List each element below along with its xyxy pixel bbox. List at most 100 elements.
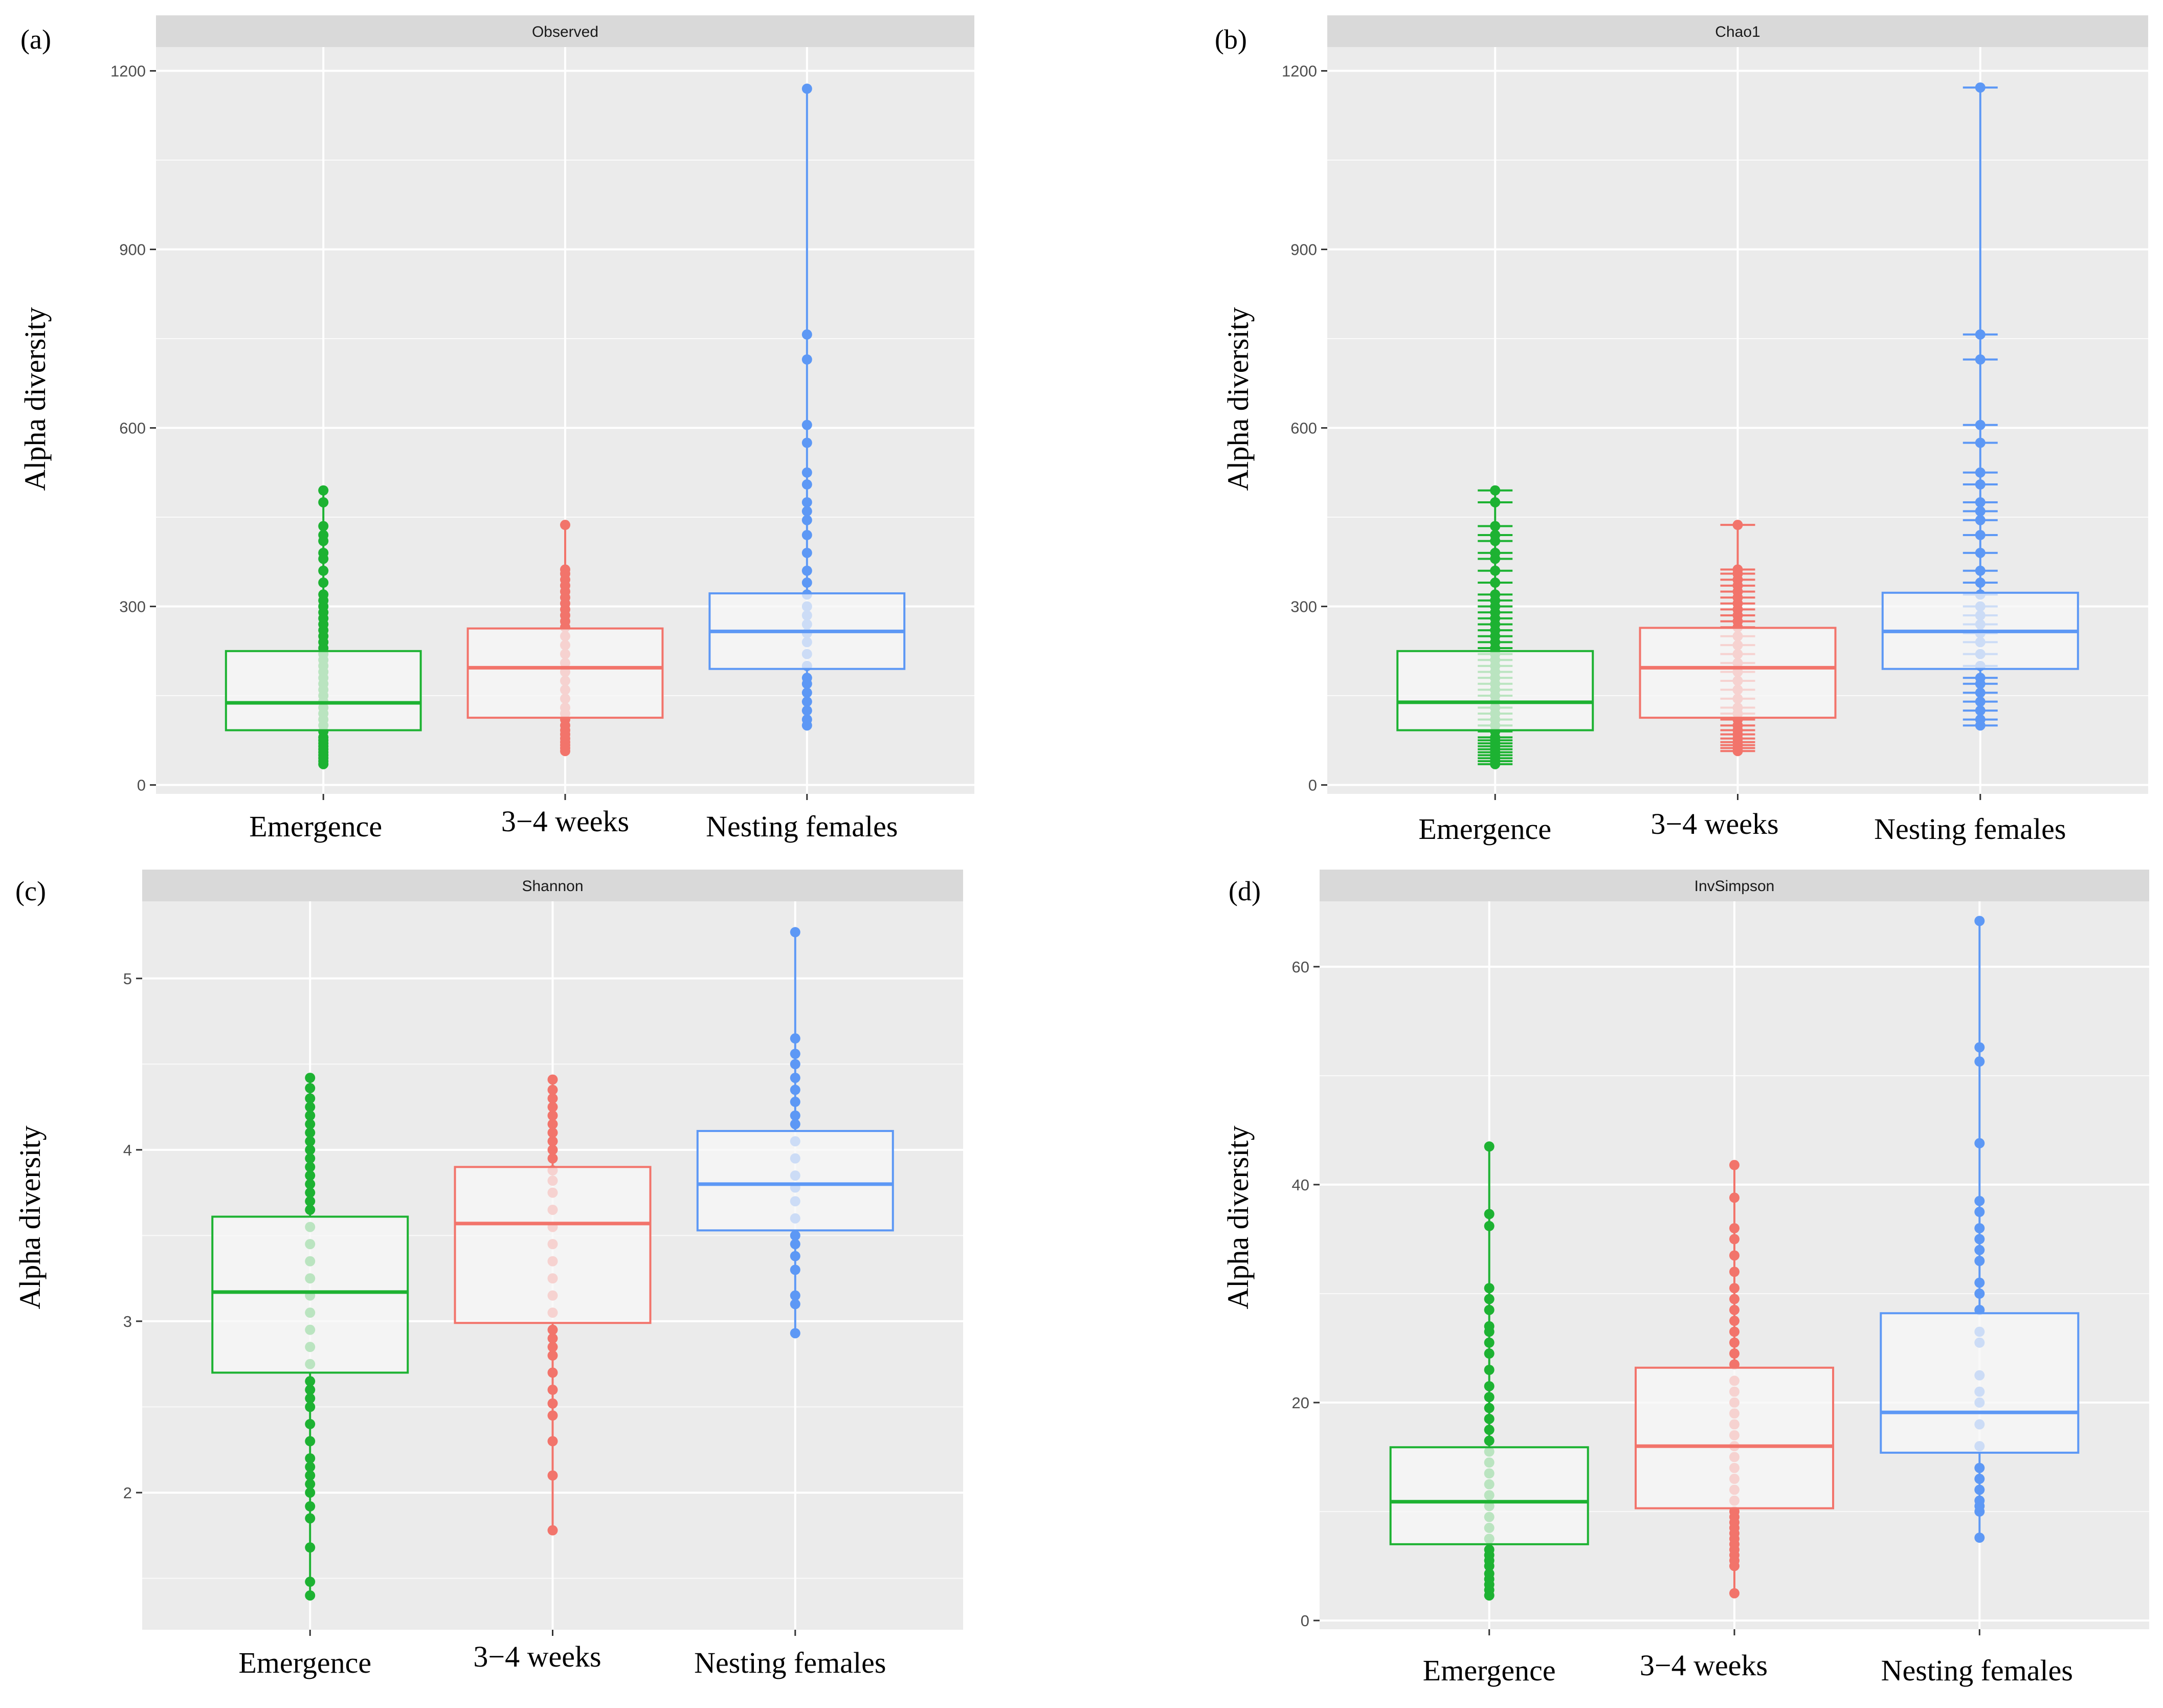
y-tick-label: 20 (1292, 1394, 1309, 1412)
y-tick-label: 60 (1292, 958, 1309, 976)
panel-observed: (a) Observed 0 300 600 900 1200 Emergence 3−4 we… (18, 15, 974, 843)
data-point (790, 1119, 800, 1129)
data-point (801, 479, 812, 490)
data-point (547, 1093, 558, 1104)
data-point (305, 1501, 316, 1512)
data-point (305, 1393, 316, 1404)
box-emergence (1396, 485, 1594, 769)
box-iqr (211, 1215, 409, 1374)
data-point (1484, 1348, 1495, 1359)
box-emergence (211, 1073, 409, 1601)
data-point (801, 529, 812, 540)
data-point (1729, 1223, 1740, 1234)
data-point (1974, 1462, 1985, 1473)
data-point (801, 714, 812, 725)
data-point (1484, 1568, 1495, 1579)
data-point (1484, 1283, 1495, 1294)
y-tick-label: 2 (123, 1484, 132, 1502)
data-point (801, 506, 812, 517)
box-iqr (1389, 1446, 1589, 1545)
data-point (1490, 529, 1501, 540)
box-iqr (696, 1129, 894, 1232)
data-point (318, 521, 329, 531)
data-point (305, 1162, 316, 1172)
data-point (801, 497, 812, 507)
data-point (547, 1333, 558, 1344)
data-point (305, 1205, 316, 1215)
box-nesting-females (1881, 82, 2079, 731)
x-tick-label: Emergence (249, 810, 382, 843)
box-nesting-females (708, 83, 906, 731)
facet-strip (1327, 15, 2148, 47)
data-point (1975, 329, 1986, 340)
data-point (790, 927, 800, 938)
data-point (1484, 1321, 1495, 1332)
data-point (1975, 578, 1986, 588)
data-point (1975, 467, 1986, 478)
data-point (790, 1299, 800, 1310)
y-tick-label: 3 (123, 1313, 132, 1330)
data-point (318, 589, 329, 600)
box-emergence (1389, 1141, 1589, 1601)
data-point (801, 437, 812, 448)
data-point (1729, 1192, 1740, 1203)
data-point (305, 1170, 316, 1181)
box-iqr (225, 650, 422, 731)
x-tick-label: Nesting females (706, 810, 898, 843)
data-point (547, 1384, 558, 1395)
data-point (790, 1059, 800, 1070)
data-point (1974, 916, 1985, 926)
box-iqr (1634, 1366, 1835, 1510)
data-point (305, 1179, 316, 1189)
data-point (790, 1084, 800, 1095)
data-point (1975, 419, 1986, 430)
data-point (305, 1187, 316, 1198)
data-point (1974, 1495, 1985, 1506)
data-point (790, 1265, 800, 1275)
data-point (318, 565, 329, 576)
data-point (547, 1110, 558, 1121)
data-point (560, 564, 570, 575)
data-point (1484, 1221, 1495, 1231)
facet-title: Shannon (522, 878, 583, 895)
data-point (801, 578, 812, 588)
data-point (790, 1097, 800, 1107)
data-point (547, 1398, 558, 1409)
data-point (801, 354, 812, 365)
data-point (1975, 437, 1986, 448)
data-point (305, 1461, 316, 1472)
data-point (1974, 1195, 1985, 1206)
data-point (1975, 547, 1986, 558)
data-point (305, 1083, 316, 1094)
data-point (305, 1196, 316, 1207)
data-point (1490, 547, 1501, 558)
data-point (1974, 1056, 1985, 1067)
data-point (1729, 1304, 1740, 1315)
facet-title: Observed (532, 24, 598, 40)
data-point (547, 1436, 558, 1447)
data-point (547, 1153, 558, 1164)
data-point (305, 1513, 316, 1524)
y-tick-label: 1200 (110, 62, 146, 80)
data-point (1975, 714, 1986, 725)
box-3-4-weeks (1634, 1160, 1835, 1599)
data-point (1975, 565, 1986, 576)
y-tick-label: 900 (119, 241, 146, 259)
panel-shannon: (c) Shannon 2 3 4 5 Emergence 3−4 weeks Nesting … (13, 870, 963, 1679)
data-point (547, 1102, 558, 1113)
facet-strip (156, 15, 974, 47)
y-tick-label: 0 (1308, 777, 1317, 794)
data-point (547, 1470, 558, 1481)
data-point (1975, 529, 1986, 540)
data-point (801, 467, 812, 478)
data-point (790, 1230, 800, 1241)
panel-letter: (b) (1215, 24, 1247, 55)
data-point (801, 515, 812, 525)
data-point (305, 1402, 316, 1412)
data-point (1490, 589, 1501, 600)
y-tick-label: 600 (119, 419, 146, 437)
panel-invsimpson: (d) InvSimpson 0 20 40 60 Emergence 3−4 weeks Ne… (1221, 870, 2149, 1687)
y-tick-label: 5 (123, 970, 132, 988)
data-point (305, 1418, 316, 1429)
data-point (790, 1073, 800, 1083)
